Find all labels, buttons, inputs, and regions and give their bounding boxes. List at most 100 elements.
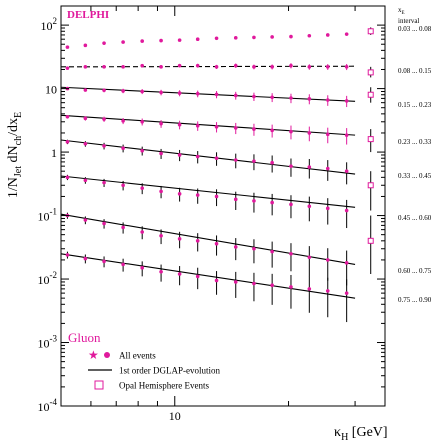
data-point bbox=[195, 63, 200, 68]
data-point bbox=[270, 283, 274, 287]
data-point bbox=[83, 218, 88, 222]
data-point bbox=[102, 180, 106, 185]
data-point bbox=[233, 63, 238, 68]
data-point bbox=[270, 65, 274, 69]
data-point bbox=[83, 88, 88, 92]
data-point bbox=[307, 204, 312, 209]
axes-layer bbox=[60, 5, 386, 407]
interval-label: 0.75 ... 0.90 bbox=[398, 296, 432, 304]
opal-point bbox=[367, 136, 374, 143]
legend-dot-icon bbox=[104, 352, 110, 358]
data-point bbox=[177, 153, 182, 157]
y-tick-label: 10-4 bbox=[38, 397, 58, 414]
data-point bbox=[195, 91, 200, 96]
data-point bbox=[102, 259, 106, 264]
data-point bbox=[140, 63, 144, 68]
y-tick-label: 1 bbox=[51, 146, 57, 160]
data-point bbox=[140, 186, 144, 190]
data-point bbox=[121, 65, 125, 69]
data-point bbox=[233, 245, 238, 249]
interval-label: 0.33 ... 0.45 bbox=[398, 172, 432, 180]
data-point bbox=[289, 164, 293, 168]
fit-line bbox=[60, 213, 356, 265]
data-point bbox=[65, 114, 70, 119]
data-point bbox=[214, 278, 219, 283]
data-point bbox=[270, 160, 274, 165]
legend-label: Opal Hemisphere Events bbox=[119, 381, 209, 391]
fit-line bbox=[60, 114, 356, 136]
opal-points-layer bbox=[367, 27, 374, 275]
data-point bbox=[102, 144, 106, 148]
interval-label: 0.08 ... 0.15 bbox=[398, 67, 432, 75]
data-point bbox=[214, 65, 219, 69]
y-tick-label: 10-3 bbox=[38, 334, 58, 351]
data-point bbox=[65, 66, 70, 70]
data-point bbox=[195, 274, 200, 279]
data-point bbox=[83, 65, 88, 69]
fit-line bbox=[60, 86, 356, 102]
data-point bbox=[252, 65, 256, 69]
data-point bbox=[177, 63, 182, 68]
data-point bbox=[233, 93, 238, 98]
opal-point bbox=[367, 28, 374, 35]
data-point bbox=[270, 128, 274, 133]
data-point bbox=[307, 255, 312, 260]
data-point bbox=[325, 33, 330, 37]
data-point bbox=[289, 129, 293, 134]
data-point bbox=[233, 36, 238, 40]
data-point bbox=[65, 253, 70, 257]
data-point bbox=[307, 287, 312, 291]
opal-point bbox=[367, 237, 374, 244]
data-point bbox=[289, 285, 293, 289]
data-point bbox=[233, 158, 238, 162]
data-point bbox=[344, 133, 349, 137]
data-point bbox=[325, 206, 330, 211]
data-point bbox=[140, 89, 144, 94]
fit-line bbox=[60, 253, 356, 299]
fit-line bbox=[60, 175, 356, 208]
opal-point bbox=[367, 69, 374, 76]
data-point bbox=[307, 97, 312, 101]
data-point bbox=[121, 40, 125, 44]
data-point bbox=[159, 90, 163, 95]
data-point bbox=[159, 38, 163, 43]
data-point bbox=[102, 88, 106, 93]
data-point bbox=[140, 230, 144, 234]
data-point bbox=[252, 199, 256, 203]
data-point bbox=[344, 208, 349, 213]
data-point bbox=[83, 141, 88, 146]
data-point bbox=[344, 65, 349, 69]
data-point bbox=[121, 89, 125, 93]
data-point bbox=[344, 32, 349, 36]
data-point bbox=[83, 178, 88, 183]
data-point bbox=[140, 148, 144, 153]
data-point bbox=[325, 166, 330, 171]
legend-star-icon: ★ bbox=[88, 348, 99, 362]
legend-label: 1st order DGLAP-evolution bbox=[119, 366, 220, 376]
y-axis-title-text: 1/NJet dNch/dxE bbox=[6, 112, 24, 198]
experiment-label: DELPHI bbox=[67, 9, 109, 21]
data-point bbox=[140, 266, 144, 270]
data-point bbox=[121, 146, 125, 151]
data-point bbox=[65, 45, 70, 49]
data-point bbox=[252, 246, 256, 251]
plot-frame bbox=[60, 5, 386, 407]
legend-square-icon bbox=[94, 380, 104, 390]
data-point bbox=[159, 270, 163, 274]
data-point bbox=[65, 175, 70, 180]
data-point bbox=[195, 37, 200, 41]
data-point bbox=[325, 65, 330, 69]
legend-label: All events bbox=[119, 351, 156, 361]
y-tick-label: 10 bbox=[45, 83, 57, 97]
y-axis-title: 1/NJet dNch/dxE bbox=[6, 112, 24, 198]
y-tick-label: 10-1 bbox=[38, 207, 58, 224]
data-point bbox=[177, 91, 182, 95]
data-point bbox=[233, 126, 238, 130]
data-point bbox=[177, 38, 182, 42]
data-point bbox=[307, 33, 312, 38]
data-point bbox=[159, 189, 163, 194]
data-point bbox=[83, 116, 88, 121]
data-point bbox=[214, 241, 219, 246]
